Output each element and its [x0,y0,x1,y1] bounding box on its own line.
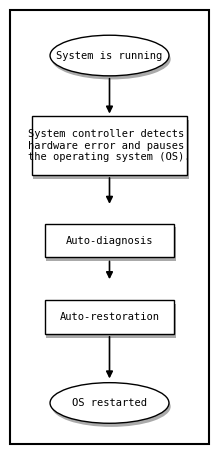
Text: System is running: System is running [56,50,163,60]
FancyBboxPatch shape [46,227,176,261]
Ellipse shape [52,386,171,427]
FancyBboxPatch shape [32,116,187,175]
Text: Auto-restoration: Auto-restoration [60,312,159,322]
FancyBboxPatch shape [46,304,176,338]
Text: Auto-diagnosis: Auto-diagnosis [66,236,153,246]
Ellipse shape [50,383,169,423]
FancyBboxPatch shape [45,301,174,334]
Text: System controller detects
hardware error and pauses
the operating system (OS).: System controller detects hardware error… [28,129,191,163]
Text: OS restarted: OS restarted [72,398,147,408]
Ellipse shape [50,35,169,76]
FancyBboxPatch shape [45,224,174,257]
FancyBboxPatch shape [10,10,209,444]
FancyBboxPatch shape [33,120,189,179]
Ellipse shape [52,39,171,79]
